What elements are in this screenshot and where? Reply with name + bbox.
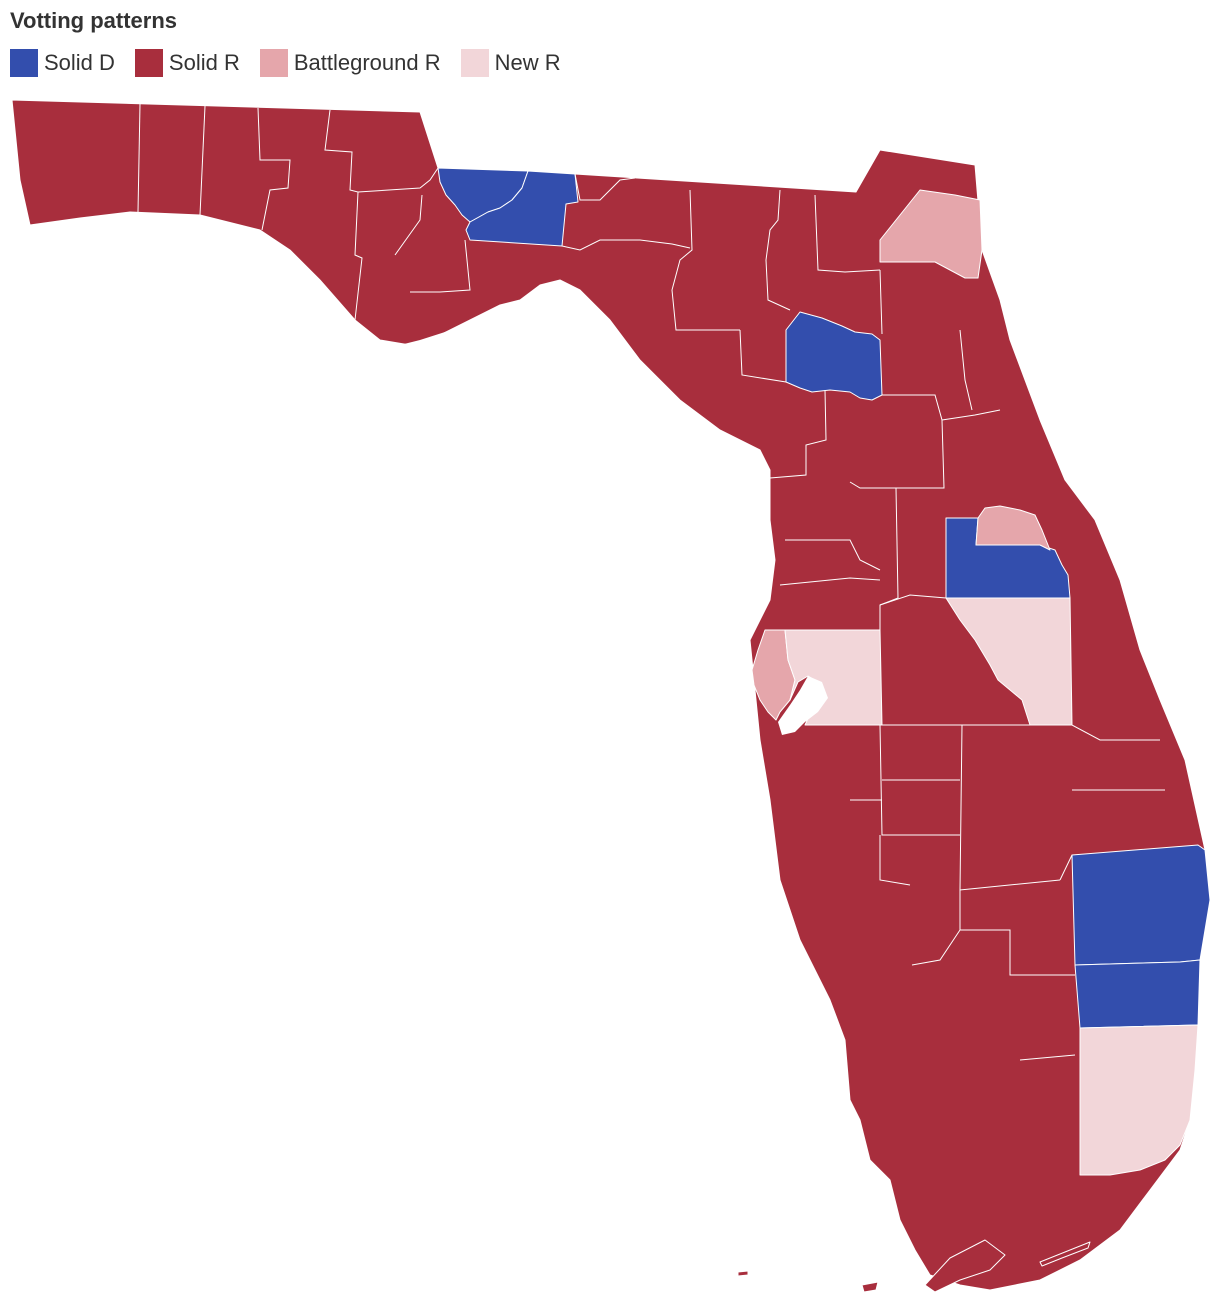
- county-osceola: [945, 597, 1073, 726]
- county-boundaries: [137, 103, 1165, 1061]
- legend-label-solid-d: Solid D: [44, 50, 115, 75]
- apalachicola-bay-water: [400, 322, 480, 358]
- county-seminole: [975, 505, 1051, 551]
- legend-swatch-solid-r: [134, 49, 163, 77]
- legend-label-new-r: New R: [494, 50, 561, 75]
- legend-swatch-solid-d: [10, 49, 38, 77]
- legend-swatch-new-r: [460, 49, 489, 77]
- county-duval: [879, 189, 983, 279]
- county-broward: [1074, 959, 1201, 1029]
- florida-keys-far-west: [737, 1270, 749, 1277]
- florida-keys: [924, 1239, 1006, 1293]
- tampa-bay-water: [778, 676, 828, 735]
- legend-label-solid-r: Solid R: [168, 50, 240, 75]
- legend-item-new-r: New R: [460, 49, 561, 77]
- legend-item-battleground-r: Battleground R: [259, 49, 441, 77]
- florida-keys-tail: [1039, 1241, 1091, 1267]
- florida-keys-west: [861, 1281, 879, 1293]
- legend-label-battleground-r: Battleground R: [293, 50, 441, 75]
- county-miami-dade: [1079, 1024, 1199, 1176]
- legend-swatch-battleground-r: [259, 49, 288, 77]
- legend: Solid D Solid R Battleground R New R: [10, 47, 581, 79]
- county-palm-beach: [1071, 844, 1211, 966]
- county-leon: [465, 170, 579, 247]
- county-alachua: [785, 311, 883, 401]
- legend-item-solid-r: Solid R: [134, 49, 240, 77]
- chart-title: Votting patterns: [10, 8, 178, 33]
- legend-item-solid-d: Solid D: [10, 49, 115, 77]
